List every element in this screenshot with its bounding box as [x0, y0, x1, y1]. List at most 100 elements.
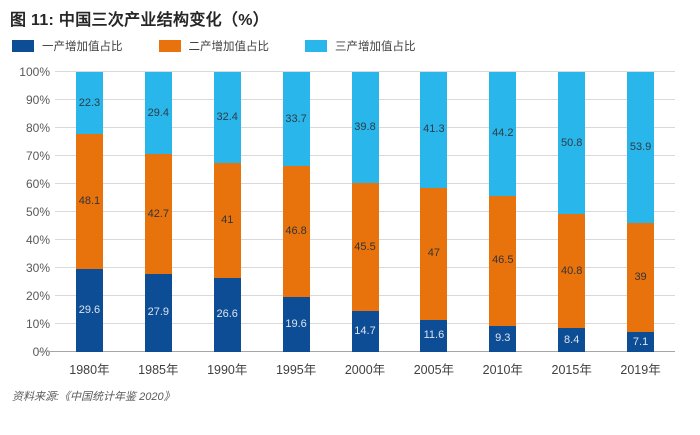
- bar-segment: 41: [213, 162, 241, 278]
- value-label: 44.2: [492, 127, 514, 140]
- x-tick-label: 2019年: [620, 363, 661, 377]
- stacked-bar: 39.8 45.5 14.7: [351, 72, 379, 352]
- value-label: 40.8: [560, 264, 583, 277]
- value-label: 41: [221, 213, 234, 226]
- value-label: 46.8: [285, 225, 307, 238]
- bar-segment: 48.1: [75, 134, 103, 270]
- value-label: 8.4: [564, 333, 580, 346]
- value-label: 27.9: [147, 306, 170, 319]
- y-tick-label: 10%: [25, 317, 50, 331]
- value-label: 14.7: [354, 324, 376, 337]
- bar-segment: 47: [420, 187, 448, 320]
- bar-segment: 33.7: [282, 72, 310, 167]
- bar-slot: 39.8 45.5 14.7: [331, 72, 400, 352]
- value-label: 11.6: [423, 329, 445, 342]
- bar-segment: 39: [627, 222, 655, 333]
- bar-segment: 42.7: [144, 154, 172, 274]
- value-label: 39: [634, 271, 647, 284]
- x-tick-label: 2005年: [413, 363, 455, 377]
- value-label: 32.4: [216, 110, 238, 123]
- y-tick-label: 60%: [25, 177, 50, 191]
- bar-segment: 14.7: [351, 310, 379, 352]
- stacked-bar: 32.4 41 26.6: [213, 72, 241, 352]
- legend-swatch-icon: [158, 40, 181, 52]
- y-tick-label: 80%: [25, 121, 50, 135]
- value-label: 7.1: [632, 335, 649, 348]
- stacked-bar: 41.3 47 11.6: [420, 72, 448, 352]
- y-tick-label: 70%: [25, 149, 50, 163]
- bar-segment: 40.8: [558, 214, 586, 329]
- value-label: 47: [427, 247, 441, 260]
- y-axis: 0% 10% 20% 30% 40% 50% 60% 70% 80% 90% 100%: [0, 65, 50, 359]
- bar-segment: 29.6: [75, 269, 103, 352]
- y-tick-label: 40%: [25, 233, 50, 247]
- y-tick-label: 50%: [25, 205, 50, 219]
- bar-segment: 11.6: [420, 319, 448, 352]
- bar-segment: 53.9: [627, 72, 655, 223]
- x-tick-label: 2010年: [482, 363, 523, 377]
- stacked-bar: 50.8 40.8 8.4: [558, 72, 586, 352]
- bar-slot: 29.4 42.7 27.9: [124, 72, 193, 352]
- bar-segment: 8.4: [558, 328, 586, 352]
- x-axis: 1980年 1985年 1990年 1995年 2000年 2005年 2010年 2015年…: [55, 359, 675, 378]
- y-tick-label: 0%: [32, 345, 50, 359]
- value-label: 41.3: [423, 123, 445, 136]
- source-note: 资料来源:《中国统计年鉴 2020》: [12, 391, 175, 403]
- chart-title: 图 11: 中国三次产业结构变化（%）: [10, 12, 270, 29]
- value-label: 46.5: [492, 254, 514, 267]
- plot-area: 22.3 48.1 29.6 29.4 42.7 27.9 32.4 41 26.6 33.7 46…: [39, 71, 675, 352]
- bar-slot: 53.9 39 7.1: [606, 72, 675, 352]
- legend-swatch-icon: [305, 40, 327, 52]
- bar-slot: 41.3 47 11.6: [399, 72, 468, 352]
- bar-slot: 33.7 46.8 19.6: [262, 72, 331, 352]
- bar-slot: 22.3 48.1 29.6: [55, 72, 124, 352]
- x-tick-label: 1980年: [69, 363, 110, 377]
- bar-segment: 26.6: [213, 277, 241, 352]
- bar-segment: 9.3: [489, 325, 517, 352]
- bar-slot: 50.8 40.8 8.4: [537, 72, 606, 352]
- legend-item-1: 一产增加值占比: [12, 38, 123, 54]
- y-tick-label: 20%: [25, 289, 50, 303]
- y-tick-label: 100%: [19, 65, 50, 79]
- value-label: 26.6: [216, 308, 238, 321]
- bar-segment: 32.4: [213, 72, 241, 163]
- y-tick-label: 30%: [25, 261, 50, 275]
- legend-label: 一产增加值占比: [42, 41, 123, 53]
- bar-segment: 22.3: [75, 72, 103, 135]
- value-label: 29.4: [147, 106, 170, 119]
- gridline: [55, 71, 675, 72]
- value-label: 50.8: [560, 136, 583, 149]
- legend-swatch-icon: [12, 40, 34, 52]
- bar-segment: 46.8: [282, 166, 310, 298]
- x-tick-label: 2015年: [551, 363, 592, 377]
- legend-item-2: 二产增加值占比: [158, 38, 269, 54]
- bar-segment: 50.8: [558, 72, 586, 215]
- stacked-bar: 22.3 48.1 29.6: [75, 72, 103, 352]
- value-label: 45.5: [354, 240, 376, 253]
- bars-container: 22.3 48.1 29.6 29.4 42.7 27.9 32.4 41 26.6 33.7 46…: [55, 72, 675, 352]
- bar-segment: 44.2: [489, 72, 517, 196]
- bar-segment: 46.5: [489, 195, 517, 326]
- bar-segment: 39.8: [351, 72, 379, 184]
- value-label: 48.1: [78, 195, 101, 208]
- y-tick-label: 90%: [25, 93, 50, 107]
- stacked-bar: 33.7 46.8 19.6: [282, 72, 310, 352]
- x-tick-label: 1985年: [138, 363, 179, 377]
- value-label: 9.3: [495, 332, 511, 345]
- bar-segment: 19.6: [282, 297, 310, 352]
- bar-segment: 45.5: [351, 183, 379, 311]
- bar-segment: 29.4: [144, 72, 172, 155]
- bar-segment: 41.3: [420, 72, 448, 188]
- legend-item-3: 三产增加值占比: [305, 38, 416, 54]
- value-label: 29.6: [78, 304, 101, 317]
- value-label: 39.8: [354, 121, 376, 134]
- value-label: 19.6: [285, 318, 307, 331]
- bar-slot: 44.2 46.5 9.3: [468, 72, 537, 352]
- value-label: 53.9: [629, 140, 652, 153]
- legend-label: 三产增加值占比: [335, 41, 416, 53]
- value-label: 22.3: [78, 96, 101, 109]
- x-tick-label: 1995年: [275, 363, 317, 377]
- value-label: 33.7: [285, 112, 307, 125]
- stacked-bar: 29.4 42.7 27.9: [144, 72, 172, 352]
- x-tick-label: 1990年: [207, 363, 248, 377]
